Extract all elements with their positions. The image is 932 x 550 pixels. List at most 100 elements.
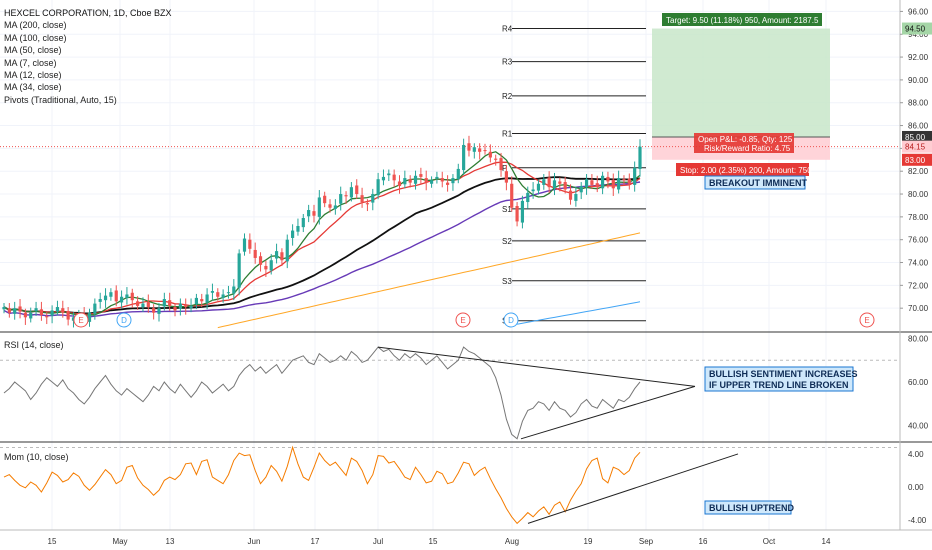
momentum-trendline: [527, 453, 739, 524]
earnings-marker: [455, 312, 471, 328]
legend-title: HEXCEL CORPORATION, 1D, Cboe BZX: [4, 8, 172, 18]
candle-body: [622, 179, 626, 181]
candle-body: [55, 307, 60, 312]
candle-body: [162, 299, 166, 307]
candle-body: [66, 311, 70, 320]
candle-body: [392, 174, 396, 181]
legend-study: MA (34, close): [4, 82, 62, 93]
pivot-label: R2: [502, 92, 513, 101]
pivot-label: S3: [502, 277, 512, 286]
x-tick-label: Jul: [373, 537, 383, 546]
risk-reward-label: Risk/Reward Ratio: 4.75: [704, 144, 791, 153]
ma100-line: [217, 232, 641, 329]
rsi-upper-trendline: [377, 346, 696, 387]
price-tag: [902, 153, 932, 166]
candle-body: [109, 292, 113, 297]
candle-body: [307, 210, 311, 217]
dividend-marker: [503, 312, 519, 328]
candle-body: [520, 200, 525, 223]
candle-body: [536, 183, 541, 191]
pivot-label: S1: [502, 205, 512, 214]
candle-body: [194, 297, 198, 305]
candle-body: [61, 308, 65, 313]
y-tick-label: 76.00: [908, 236, 929, 245]
x-tick-label: 16: [699, 537, 708, 546]
candle-body: [253, 249, 257, 258]
candle-body: [542, 179, 546, 185]
candle-body: [590, 180, 594, 185]
candle-body: [210, 291, 215, 293]
y-tick-label: 70.00: [908, 304, 929, 313]
candle-body: [248, 239, 252, 249]
candle-body: [462, 144, 466, 171]
candle-body: [376, 179, 380, 196]
legend: HEXCEL CORPORATION, 1D, Cboe BZX MA (200…: [4, 7, 172, 106]
candle-body: [45, 316, 49, 318]
momentum-annotation: BULLISH UPTREND: [709, 503, 794, 513]
candle-body: [638, 146, 642, 169]
candle-body: [408, 179, 412, 183]
momentum-line: [3, 445, 641, 525]
y-tick-label: 88.00: [908, 99, 929, 108]
momentum-annotation-box: [704, 500, 792, 515]
candle-body: [280, 252, 284, 261]
candle-body: [39, 309, 44, 316]
candle-body: [440, 178, 444, 182]
candle-body: [531, 189, 535, 192]
candle-body: [103, 295, 108, 301]
candle-body: [114, 290, 118, 302]
candle-body: [552, 180, 557, 189]
momentum-tick-label: 0.00: [908, 483, 924, 492]
price-tag: [902, 22, 932, 35]
price-tag-label: 85.00: [905, 133, 926, 142]
candle-body: [221, 294, 225, 298]
price-tag-label: 84.15: [905, 143, 926, 152]
legend-study: MA (200, close): [4, 20, 67, 31]
rsi-label: RSI (14, close): [4, 340, 64, 350]
x-tick-label: 13: [166, 537, 175, 546]
candle-body: [456, 168, 460, 180]
candle-body: [499, 158, 503, 171]
candle-body: [119, 296, 124, 303]
candle-body: [136, 301, 140, 306]
x-tick-label: 19: [584, 537, 593, 546]
candle-body: [18, 306, 22, 312]
candle-body: [87, 312, 92, 322]
candle-body: [226, 292, 231, 294]
candle-body: [168, 300, 172, 306]
x-tick-label: 15: [429, 537, 438, 546]
candle-body: [242, 238, 247, 252]
candle-body: [2, 307, 6, 310]
candle-body: [125, 294, 129, 298]
candle-body: [515, 206, 519, 222]
candle-body: [360, 195, 364, 203]
candle-body: [200, 299, 204, 302]
candle-body: [232, 286, 236, 294]
y-tick-label: 80.00: [908, 190, 929, 199]
candle-body: [34, 308, 38, 312]
candle-body: [365, 203, 370, 205]
candle-body: [579, 186, 583, 193]
candle-body: [130, 292, 134, 301]
candle-body: [526, 192, 530, 203]
y-tick-label: 94.00: [908, 30, 929, 39]
candle-body: [504, 171, 508, 183]
candle-body: [600, 175, 605, 189]
y-tick-label: 72.00: [908, 281, 929, 290]
open-pnl-label: Open P&L: -0.85, Qty: 125: [698, 135, 793, 144]
candle-body: [568, 190, 573, 200]
y-tick-label: 74.00: [908, 259, 929, 268]
candle-body: [264, 265, 268, 270]
ma12-line: [3, 161, 641, 316]
mom-label: Mom (10, close): [4, 452, 69, 462]
candle-body: [269, 260, 273, 271]
rsi-annotation-line: BULLISH SENTIMENT INCREASES: [709, 369, 858, 379]
breakout-annotation-box: [704, 175, 806, 190]
candle-body: [595, 183, 599, 188]
rsi-line: [3, 346, 641, 440]
x-tick-label: 14: [822, 537, 831, 546]
ma34-line: [3, 176, 641, 315]
candle-body: [574, 194, 578, 201]
candle-body: [157, 308, 161, 314]
